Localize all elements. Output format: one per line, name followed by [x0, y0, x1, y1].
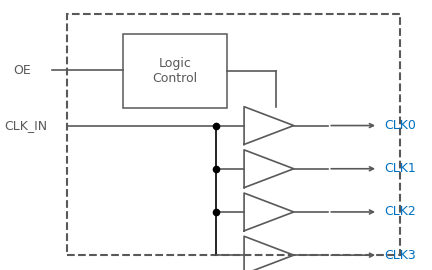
Text: CLK_IN: CLK_IN: [4, 119, 48, 132]
Text: OE: OE: [13, 64, 31, 77]
Text: CLK1: CLK1: [384, 162, 416, 175]
Text: CLK2: CLK2: [384, 205, 416, 218]
Bar: [67, 14, 400, 255]
Text: Logic
Control: Logic Control: [152, 57, 197, 85]
Text: CLK3: CLK3: [384, 249, 416, 262]
Text: CLK0: CLK0: [384, 119, 416, 132]
Bar: [123, 34, 227, 108]
